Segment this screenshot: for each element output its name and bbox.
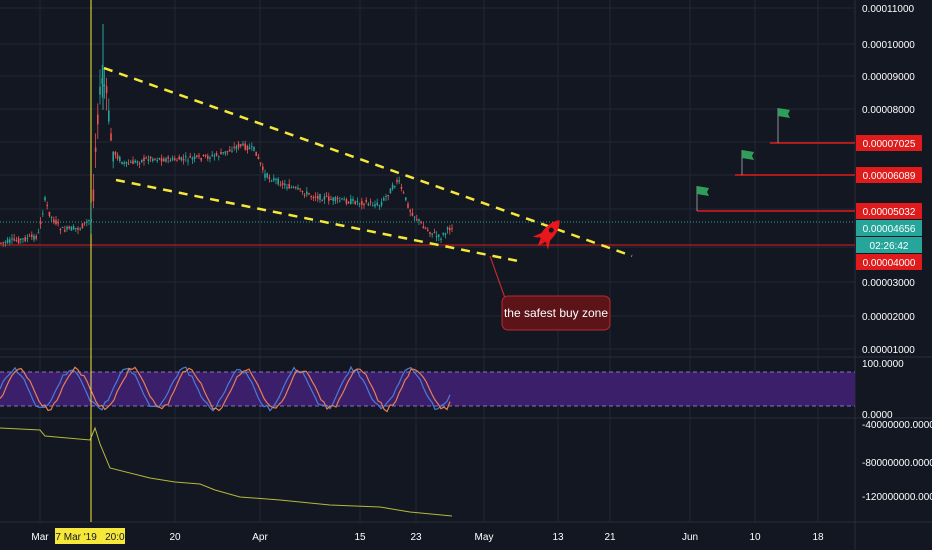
annotation-box[interactable] <box>501 295 611 331</box>
price-label-text: 0.00007025 <box>863 139 916 150</box>
price-label-text: 0.00004000 <box>863 258 916 269</box>
cursor-date-label <box>55 528 125 544</box>
price-label-target: 0.00005032 <box>856 203 922 219</box>
time-tick-label: May <box>475 532 494 543</box>
time-tick-label: 20 <box>169 532 181 543</box>
price-label-text: 0.00005032 <box>863 207 916 218</box>
rocket-icon <box>532 220 560 250</box>
volume-axis: -40000000.0000 -80000000.0000 -120000000.0… <box>862 420 932 503</box>
flag-icon <box>696 186 709 211</box>
price-label-support: 0.00004000 <box>856 254 922 270</box>
price-tick-label: 0.00009000 <box>862 72 915 83</box>
time-tick-label: 15 <box>354 532 366 543</box>
volume-tick-label: -80000000.0000 <box>862 458 932 469</box>
volume-indicator <box>0 426 453 517</box>
stoch-band <box>0 372 855 406</box>
price-label-current: 0.00004656 <box>856 220 922 236</box>
price-label-text: 0.00006089 <box>863 171 916 182</box>
time-tick-label: 21 <box>604 532 616 543</box>
cursor-date-text: 07 Mar '19 20:00 <box>50 532 131 543</box>
price-label-text: 02:26:42 <box>870 241 909 252</box>
oscillator-axis: 100.0000 0.0000 <box>862 359 904 421</box>
stochastic-oscillator <box>0 365 451 413</box>
time-tick-label: Apr <box>252 532 268 543</box>
time-tick-label: 18 <box>812 532 824 543</box>
volume-tick-label: -40000000.0000 <box>862 420 932 431</box>
time-tick-label: 23 <box>410 532 422 543</box>
price-tick-label: 0.00002000 <box>862 312 915 323</box>
annotation-text: the safest buy zone <box>504 306 608 320</box>
time-tick-label: 10 <box>749 532 761 543</box>
time-tick-label: 13 <box>552 532 564 543</box>
flag-icon <box>741 150 754 175</box>
price-label-countdown: 02:26:42 <box>856 237 922 253</box>
price-label-text: 0.00004656 <box>863 224 916 235</box>
annotation-pointer <box>489 255 506 299</box>
upper-trendline[interactable] <box>103 66 633 258</box>
price-labels: 0.00007025 0.00006089 0.00005032 0.00004656… <box>856 135 922 270</box>
lower-trendline[interactable] <box>115 178 524 264</box>
volume-tick-label: -120000000.0000 <box>862 492 932 503</box>
oscillator-tick-label: 100.0000 <box>862 359 904 370</box>
flag-icon <box>777 108 790 143</box>
price-candles <box>0 24 453 247</box>
chart-grid <box>0 0 855 522</box>
price-tick-label: 0.00003000 <box>862 278 915 289</box>
price-tick-label: 0.00011000 <box>862 4 915 15</box>
price-label-target: 0.00006089 <box>856 167 922 183</box>
time-tick-label: Mar <box>31 532 49 543</box>
price-tick-label: 0.00010000 <box>862 40 915 51</box>
time-axis[interactable]: Mar 20 Apr 15 23 May 13 21 Jun 10 18 <box>31 532 824 543</box>
price-label-target: 0.00007025 <box>856 135 922 151</box>
time-tick-label: Jun <box>682 532 698 543</box>
price-tick-label: 0.00001000 <box>862 345 915 356</box>
oscillator-tick-label: 0.0000 <box>862 410 893 421</box>
price-tick-label: 0.00008000 <box>862 105 915 116</box>
